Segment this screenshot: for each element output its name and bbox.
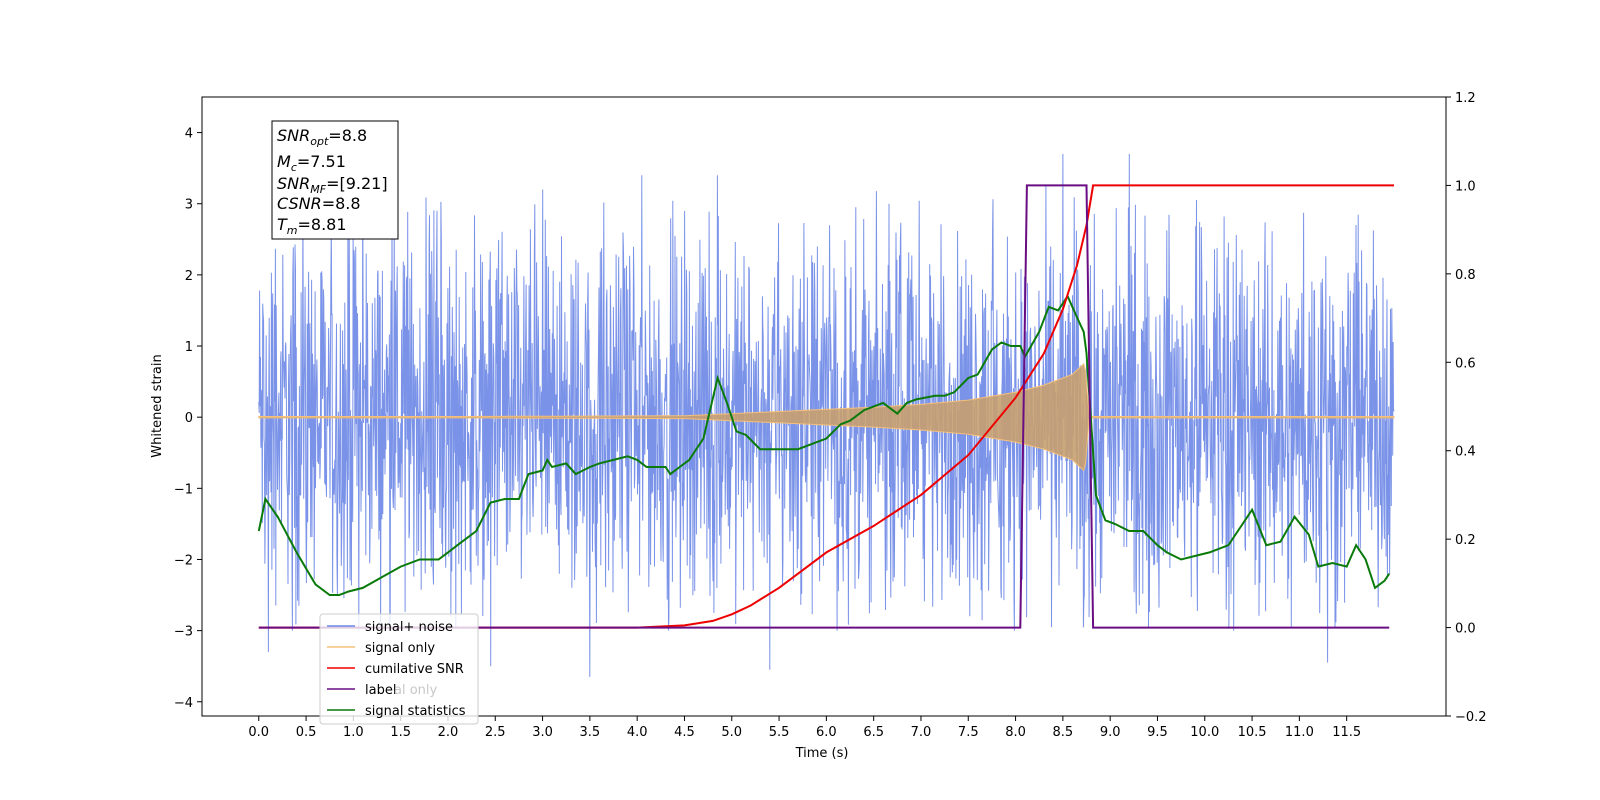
x-tick-label: 0.5	[296, 725, 317, 740]
series-cumilative-snr	[258, 184, 1394, 629]
y-left-tick-label: 0	[185, 411, 193, 426]
series-label	[258, 184, 1390, 629]
x-tick-label: 5.0	[721, 725, 742, 740]
y-left-tick-label: −2	[174, 553, 193, 568]
axes-frame	[201, 96, 1447, 717]
signal-statistics-line	[257, 294, 1391, 596]
y-left-tick-label: −4	[174, 696, 193, 711]
x-tick-label: 10.0	[1190, 725, 1219, 740]
y-right-tick-label: 0.2	[1455, 533, 1476, 548]
x-tick-label: 3.0	[532, 725, 553, 740]
legend: signal+ noise signal only cumilative SNR…	[319, 613, 479, 725]
info-tm: Tm=8.81	[277, 215, 347, 237]
signal-noise-line	[258, 153, 1395, 677]
legend-label-signal-statistics: signal statistics	[365, 704, 466, 719]
info-snr-opt: SNRopt=8.8	[277, 126, 367, 148]
x-axis-label: Time (s)	[795, 746, 849, 761]
y-left-tick-label: 2	[185, 269, 193, 284]
y-right-tick-label: 0.4	[1455, 445, 1476, 460]
legend-label-label: label	[365, 683, 396, 698]
y-right-tick-label: 1.0	[1455, 179, 1476, 194]
y-axis-right-ticks: 1.2 1.0 0.8 0.6 0.4 0.2 0.0 −0.2	[1446, 91, 1487, 725]
cumilative-snr-line	[258, 184, 1394, 629]
x-tick-label: 8.5	[1053, 725, 1074, 740]
x-tick-label: 9.0	[1100, 725, 1121, 740]
label-line	[258, 184, 1390, 629]
x-tick-label: 0.0	[248, 725, 269, 740]
info-mc: Mc=7.51	[277, 152, 346, 174]
legend-label-signal-noise: signal+ noise	[365, 620, 453, 635]
x-tick-label: 6.5	[863, 725, 884, 740]
series-signal-statistics	[257, 294, 1391, 596]
signal-only-band	[258, 362, 1395, 472]
x-tick-label: 4.0	[627, 725, 648, 740]
y-right-tick-label: −0.2	[1455, 710, 1487, 725]
y-left-tick-label: −1	[174, 482, 193, 497]
y-left-tick-label: 1	[185, 340, 193, 355]
series-signal-noise	[258, 153, 1395, 677]
y-right-tick-label: 0.6	[1455, 356, 1476, 371]
legend-hidden-text: al only	[394, 683, 438, 698]
y-axis-left-ticks: 4 3 2 1 0 −1 −2 −3 −4	[174, 127, 202, 711]
x-tick-label: 1.0	[343, 725, 364, 740]
y-left-tick-label: 3	[185, 198, 193, 213]
x-tick-label: 2.5	[485, 725, 506, 740]
series-signal-only	[258, 362, 1395, 472]
x-tick-label: 8.0	[1005, 725, 1026, 740]
y-left-tick-label: −3	[174, 625, 193, 640]
x-tick-label: 11.5	[1332, 725, 1361, 740]
legend-label-signal-only: signal only	[365, 641, 435, 656]
plot-area	[257, 153, 1395, 677]
x-tick-label: 11.0	[1285, 725, 1314, 740]
y-right-tick-label: 1.2	[1455, 91, 1476, 106]
x-tick-label: 7.5	[958, 725, 979, 740]
x-tick-label: 4.5	[674, 725, 695, 740]
x-tick-label: 9.5	[1147, 725, 1168, 740]
legend-label-cumilative-snr: cumilative SNR	[365, 662, 464, 677]
info-box: SNRopt=8.8 Mc=7.51 SNRMF=[9.21] CSNR=8.8…	[271, 120, 399, 240]
y-right-tick-label: 0.8	[1455, 268, 1476, 283]
x-tick-label: 6.0	[816, 725, 837, 740]
y-left-tick-label: 4	[185, 127, 193, 142]
x-tick-label: 10.5	[1238, 725, 1267, 740]
info-csnr: CSNR=8.8	[277, 194, 361, 213]
x-tick-label: 5.5	[769, 725, 790, 740]
x-axis-ticks: 0.0 0.5 1.0 1.5 2.0 2.5 3.0 3.5 4.0 4.5 5.0 5.5 6.0 6…	[248, 716, 1361, 740]
x-tick-label: 7.0	[911, 725, 932, 740]
x-tick-label: 3.5	[580, 725, 601, 740]
y-right-tick-label: 0.0	[1455, 622, 1476, 637]
info-snr-mf: SNRMF=[9.21]	[277, 174, 388, 196]
x-tick-label: 1.5	[390, 725, 411, 740]
y-axis-left-label: Whitened strain	[150, 354, 165, 457]
x-tick-label: 2.0	[438, 725, 459, 740]
